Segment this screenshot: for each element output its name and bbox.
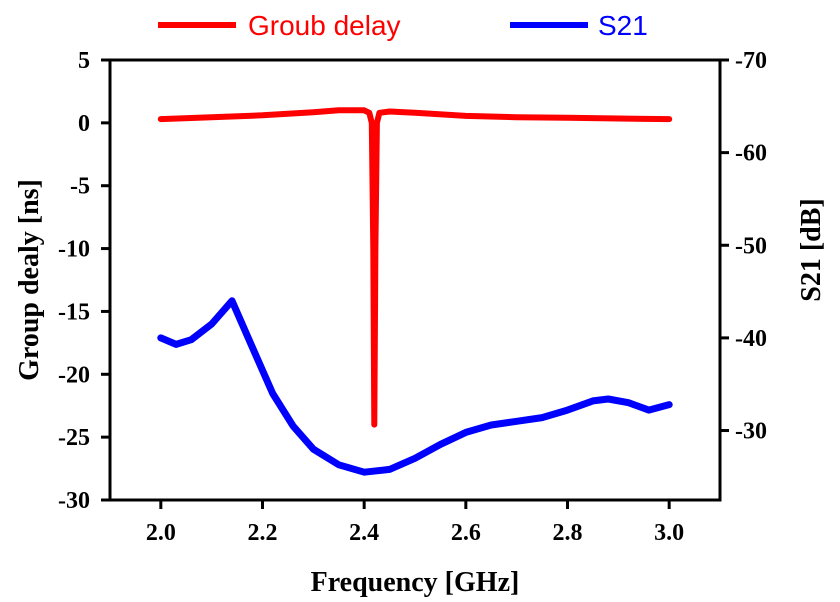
- right-tick-label: -30: [735, 419, 767, 445]
- legend-label-groub-delay: Groub delay: [248, 10, 401, 41]
- right-tick-label: -60: [735, 141, 767, 167]
- legend-label-s21: S21: [598, 10, 648, 41]
- left-tick-label: -20: [58, 362, 90, 388]
- left-tick-label: 5: [78, 48, 90, 74]
- legend: Groub delay S21: [158, 10, 648, 41]
- left-tick-label: -15: [58, 299, 90, 325]
- left-tick-label: 0: [78, 111, 90, 137]
- series-line-s21: [157, 297, 673, 476]
- x-axis-title: Frequency [GHz]: [311, 567, 520, 598]
- left-tick-label: -10: [58, 237, 90, 263]
- right-tick-label: -50: [735, 233, 767, 259]
- right-tick-label: -40: [735, 326, 767, 352]
- left-tick-label: -30: [58, 488, 90, 514]
- left-tick-label: -25: [58, 425, 90, 451]
- plot-frame: [108, 58, 722, 502]
- right-tick-label: -70: [735, 48, 767, 74]
- x-tick-label: 3.0: [654, 520, 684, 546]
- x-tick-label: 2.8: [553, 520, 583, 546]
- x-tick-label: 2.0: [146, 520, 176, 546]
- x-tick-label: 2.6: [451, 520, 481, 546]
- left-tick-label: -5: [70, 174, 90, 200]
- ticks-layer: 2.0 2.2 2.4 2.6 2.8 3.0 5 0 -5 -10 -15 -20 -25 -30 -70…: [58, 48, 767, 546]
- left-axis-title: Group dealy [ns]: [14, 179, 45, 381]
- right-axis-title: S21 [dB]: [796, 198, 827, 301]
- series-line-groub-delay: [157, 107, 673, 428]
- series-layer: [157, 107, 673, 476]
- x-tick-label: 2.2: [248, 520, 278, 546]
- x-tick-label: 2.4: [349, 520, 379, 546]
